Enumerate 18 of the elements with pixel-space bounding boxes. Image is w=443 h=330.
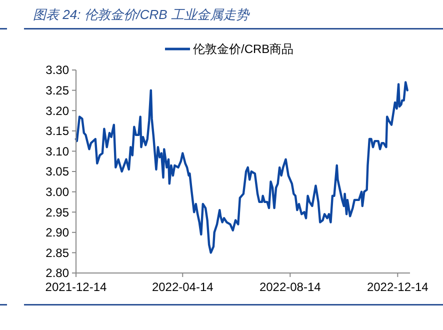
y-tick-label: 2.85 bbox=[46, 246, 70, 260]
chart-title: 图表 24: 伦敦金价/CRB 工业金属走势 bbox=[33, 7, 250, 22]
y-tick-label: 3.05 bbox=[46, 164, 70, 179]
y-tick-label: 3.10 bbox=[46, 144, 70, 158]
x-tick-label: 2021-12-14 bbox=[45, 280, 108, 294]
y-tick-label: 3.15 bbox=[46, 124, 70, 138]
x-tick-label: 2022-04-14 bbox=[152, 280, 214, 294]
y-tick-label: 3.20 bbox=[46, 104, 70, 118]
x-tick-label: 2022-08-14 bbox=[259, 280, 322, 294]
y-tick-label: 3.25 bbox=[46, 84, 70, 98]
line-series bbox=[74, 81, 408, 254]
y-tick-label: 3.00 bbox=[46, 185, 70, 199]
y-tick-label: 2.90 bbox=[46, 226, 70, 240]
legend-label: 伦敦金价/CRB商品 bbox=[193, 42, 294, 56]
x-tick-label: 2022-12-14 bbox=[366, 280, 429, 294]
y-tick-label: 2.80 bbox=[46, 266, 70, 280]
y-tick-label: 2.95 bbox=[46, 205, 70, 220]
y-tick-label: 3.30 bbox=[46, 63, 70, 78]
